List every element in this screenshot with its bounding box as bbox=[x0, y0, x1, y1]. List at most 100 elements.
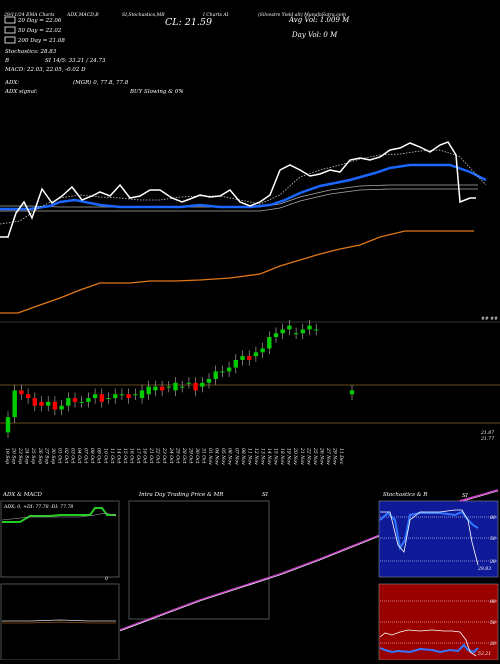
candle-body bbox=[226, 367, 232, 372]
candlestick-series bbox=[5, 319, 355, 439]
date-tick-label: 24 Oct bbox=[168, 447, 174, 464]
ema20-swatch bbox=[4, 16, 16, 24]
date-tick-label: 25 Sep bbox=[30, 447, 36, 464]
candle-body bbox=[300, 329, 305, 334]
stoch-d-line bbox=[380, 509, 479, 566]
date-tick-label: 21 Oct bbox=[148, 447, 154, 464]
candle-body bbox=[86, 398, 91, 402]
close-label: CL: 21.59 bbox=[165, 17, 212, 28]
candle-body bbox=[200, 382, 205, 387]
date-tick-label: 08 Nov bbox=[240, 448, 246, 465]
price-white-line bbox=[0, 141, 476, 238]
candle-body bbox=[267, 337, 272, 349]
candle-body bbox=[46, 401, 51, 406]
ema-blue-line bbox=[0, 163, 487, 211]
macd-line bbox=[2, 619, 116, 622]
date-tick-label: 26 Nov bbox=[318, 447, 324, 465]
rsi-level-50: 50 bbox=[490, 620, 496, 626]
date-tick-label: 20 Sep bbox=[11, 447, 17, 464]
candle-body bbox=[220, 371, 225, 373]
stochastics-label: Stochastics: 28.83 bbox=[5, 49, 57, 55]
title-mid-2: SI,Stochastics,MR bbox=[122, 12, 165, 18]
stoch-level-20: 20 bbox=[489, 559, 496, 565]
date-tick-label: 11 Dec bbox=[338, 448, 344, 465]
candle-body bbox=[293, 333, 299, 335]
candle-body bbox=[19, 390, 24, 395]
date-tick-label: 20 Nov bbox=[292, 447, 298, 465]
candle-body bbox=[113, 394, 118, 399]
date-tick-label: 24 Sep bbox=[24, 447, 30, 464]
candle-body bbox=[287, 325, 292, 330]
date-tick-label: 27 Sep bbox=[43, 447, 49, 464]
rsi-level-80: 80 bbox=[490, 599, 496, 605]
date-tick-label: 03 Oct bbox=[70, 448, 76, 464]
adx-panel-title: ADX & MACD bbox=[2, 492, 43, 498]
candle-body bbox=[52, 401, 58, 410]
intraday-box bbox=[128, 500, 270, 620]
candle-body bbox=[126, 394, 131, 399]
date-tick-label: 19 Nov bbox=[286, 448, 292, 465]
si-line-1: B bbox=[4, 58, 9, 64]
candle-body bbox=[280, 329, 285, 334]
date-axis: 19 Sep 20 Sep 23 Sep 24 Sep 25 Sep 26 Sep 27 S… bbox=[4, 447, 344, 465]
date-tick-label: 06 Nov bbox=[227, 448, 233, 465]
intraday-panel: Intra Day Trading Price & MR SI bbox=[119, 489, 499, 632]
candle-body bbox=[99, 394, 104, 402]
title-right: (Silvestre Yield alt) MunafaSutra.com bbox=[258, 11, 347, 18]
candle-body bbox=[180, 386, 185, 388]
candle-body bbox=[139, 390, 145, 399]
date-tick-label: 26 Sep bbox=[37, 447, 43, 464]
date-tick-label: 29 Oct bbox=[187, 447, 193, 464]
candle-body bbox=[206, 379, 212, 383]
rsi-blue-line bbox=[379, 643, 479, 654]
date-tick-label: 10 Oct bbox=[102, 448, 108, 464]
title-left: 29/11/24 EMA Charts bbox=[3, 12, 55, 18]
date-tick-label: 29 Nov bbox=[332, 447, 338, 465]
date-tick-label: 16 Oct bbox=[128, 448, 134, 464]
candle-body bbox=[92, 394, 98, 399]
date-tick-label: 25 Oct bbox=[174, 447, 180, 464]
candle-body bbox=[213, 371, 218, 379]
candle-body bbox=[25, 394, 31, 399]
ema50-swatch bbox=[4, 26, 16, 34]
candle-body bbox=[273, 333, 279, 338]
stoch-level-50: 50 bbox=[490, 536, 496, 542]
macd-label: MACD: 22.03, 22.05, -0.02 D bbox=[4, 67, 86, 73]
stoch-pink-line bbox=[459, 489, 499, 502]
date-tick-label: 02 Oct bbox=[63, 448, 69, 464]
date-tick-label: 01 Oct bbox=[56, 448, 62, 464]
ema50-label: 50 Day = 22.02 bbox=[18, 28, 62, 34]
stochastics-panel: Stochastics & R SI 80 50 20 29.83 80 50 … bbox=[378, 489, 499, 661]
candle-body bbox=[146, 386, 151, 395]
date-tick-label: 14 Oct bbox=[115, 448, 121, 464]
adx-badge: 0 bbox=[105, 576, 108, 582]
date-tick-label: 07 Oct bbox=[83, 448, 89, 464]
adx-panel: ADX & MACD ADX: 0, +DI: 77.78 -DI: 77.78… bbox=[0, 492, 120, 661]
candle-body bbox=[153, 386, 158, 391]
date-tick-label: 04 Nov bbox=[214, 448, 220, 465]
date-tick-label: 27 Nov bbox=[325, 447, 331, 465]
price-top-label: ## ## bbox=[481, 316, 498, 322]
date-tick-label: 22 Nov bbox=[305, 447, 311, 465]
candle-body bbox=[173, 382, 178, 391]
date-tick-label: 13 Nov bbox=[259, 448, 265, 465]
date-tick-label: 11 Oct bbox=[109, 448, 115, 464]
date-tick-label: 11 Nov bbox=[246, 448, 252, 465]
date-tick-label: 18 Nov bbox=[279, 448, 285, 465]
candle-body bbox=[133, 394, 138, 396]
date-tick-label: 08 Oct bbox=[89, 448, 95, 464]
candle-body bbox=[253, 352, 259, 357]
candle-body bbox=[159, 386, 165, 391]
rsi-value: 53.21 bbox=[478, 651, 491, 657]
day-vol-label: Day Vol: 0 M bbox=[291, 31, 338, 39]
candle-body bbox=[186, 382, 192, 384]
date-tick-label: 09 Oct bbox=[96, 448, 102, 464]
mgr-label: (MGR) 0, 77.8, 77.8 bbox=[73, 79, 129, 86]
candle-body bbox=[240, 356, 245, 360]
stoch-title: Stochastics & R bbox=[383, 492, 427, 498]
candle-body bbox=[66, 398, 71, 406]
stoch-level-80: 80 bbox=[490, 515, 496, 521]
candle-body bbox=[247, 356, 252, 360]
